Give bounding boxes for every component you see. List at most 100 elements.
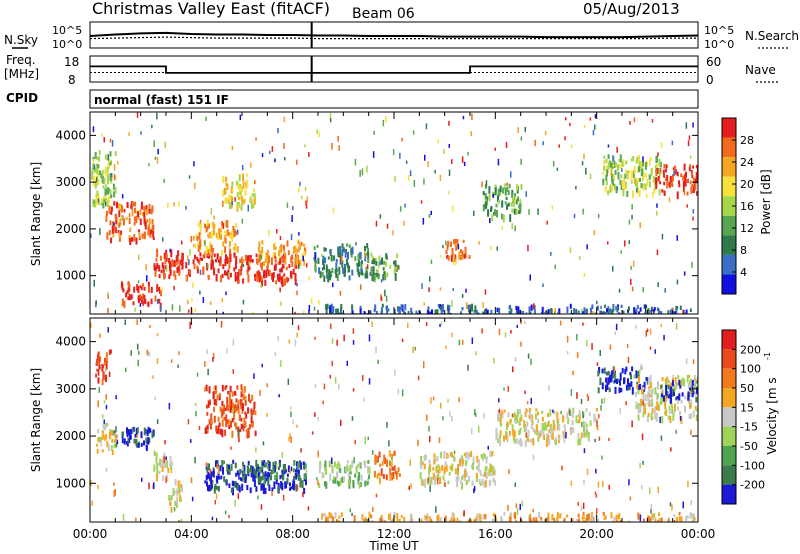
velocity-cell xyxy=(262,473,265,480)
power-cell xyxy=(367,258,370,263)
power-cell xyxy=(580,308,583,313)
velocity-cell xyxy=(576,392,578,399)
velocity-region xyxy=(597,365,649,395)
velocity-cell xyxy=(456,517,459,522)
velocity-cell xyxy=(449,465,452,471)
velocity-colorbar-label: 200 xyxy=(740,343,761,356)
velocity-cell xyxy=(688,414,691,419)
velocity-cell xyxy=(238,437,240,443)
power-cell xyxy=(229,272,232,278)
velocity-cell xyxy=(102,423,105,429)
power-cell xyxy=(203,251,206,255)
power-cell xyxy=(106,210,108,216)
power-cell xyxy=(121,214,123,221)
power-cell xyxy=(150,229,153,235)
velocity-cell xyxy=(245,412,248,419)
velocity-cell xyxy=(678,410,681,416)
power-cell xyxy=(656,156,658,163)
power-cell xyxy=(231,188,234,192)
velocity-cell xyxy=(468,453,471,457)
power-cell xyxy=(547,309,550,314)
velocity-cell xyxy=(596,362,599,366)
velocity-cell xyxy=(341,476,344,483)
power-cell xyxy=(354,158,357,166)
power-cell xyxy=(442,304,444,313)
velocity-cell xyxy=(621,367,624,374)
velocity-cell xyxy=(98,387,100,393)
power-cell xyxy=(310,297,313,304)
power-cell xyxy=(378,255,381,261)
power-cell xyxy=(222,189,225,197)
power-cell xyxy=(445,240,447,246)
power-cell xyxy=(632,170,635,178)
velocity-cell xyxy=(440,321,443,325)
velocity-cell xyxy=(106,440,109,448)
power-cell xyxy=(537,208,539,215)
velocity-cell xyxy=(442,416,444,421)
velocity-cell xyxy=(398,473,401,477)
velocity-cell xyxy=(526,401,529,405)
power-cell xyxy=(227,257,230,264)
power-cell xyxy=(640,183,643,189)
power-cell xyxy=(279,235,282,241)
power-cell xyxy=(215,233,218,239)
power-cell xyxy=(113,174,116,181)
power-cell xyxy=(425,123,428,130)
power-cell xyxy=(137,280,140,284)
velocity-cell xyxy=(254,410,257,416)
velocity-cell xyxy=(524,412,527,418)
velocity-cell xyxy=(479,469,482,474)
power-cell xyxy=(639,177,641,182)
velocity-cell xyxy=(347,473,350,478)
velocity-cell xyxy=(169,462,172,467)
velocity-cell xyxy=(224,480,227,484)
power-cell xyxy=(594,124,596,130)
velocity-cell xyxy=(293,460,296,466)
power-cell xyxy=(424,154,426,161)
velocity-cell xyxy=(690,399,693,405)
velocity-cell xyxy=(619,372,622,381)
power-cell xyxy=(461,307,464,311)
velocity-cell xyxy=(516,409,519,417)
power-cell xyxy=(647,308,650,314)
velocity-cell xyxy=(578,410,581,418)
velocity-cell xyxy=(301,480,304,489)
power-cell xyxy=(638,166,640,172)
velocity-cell xyxy=(586,393,589,398)
power-cell xyxy=(129,237,132,245)
velocity-cell xyxy=(307,506,310,511)
velocity-cell xyxy=(251,420,254,428)
velocity-cell xyxy=(507,504,509,511)
power-cell xyxy=(254,274,256,278)
power-cell xyxy=(529,311,532,314)
power-cell xyxy=(692,186,695,193)
velocity-cell xyxy=(393,451,396,456)
power-cell xyxy=(447,240,450,247)
velocity-cell xyxy=(333,476,335,480)
power-cell xyxy=(258,254,261,263)
power-cell xyxy=(308,276,310,281)
power-cell xyxy=(144,221,147,230)
power-cell xyxy=(583,309,586,314)
power-cell xyxy=(481,181,483,188)
velocity-cell xyxy=(375,493,378,498)
power-cell xyxy=(328,268,331,277)
velocity-cell xyxy=(163,456,165,464)
power-cell xyxy=(164,141,166,149)
velocity-cell xyxy=(189,321,191,329)
velocity-cell xyxy=(228,470,231,476)
power-cell xyxy=(314,263,317,271)
cpid-value: normal (fast) 151 IF xyxy=(94,93,229,107)
power-cell xyxy=(477,312,480,314)
velocity-cell xyxy=(469,519,472,522)
power-cell xyxy=(139,209,142,216)
velocity-cell xyxy=(551,432,554,440)
velocity-cell xyxy=(491,451,494,457)
velocity-cell xyxy=(261,363,263,368)
velocity-cell xyxy=(635,405,638,409)
power-cells xyxy=(90,112,698,314)
velocity-cell xyxy=(132,426,135,432)
power-cell xyxy=(162,237,164,242)
velocity-cell xyxy=(465,481,468,486)
power-cell xyxy=(97,198,100,203)
